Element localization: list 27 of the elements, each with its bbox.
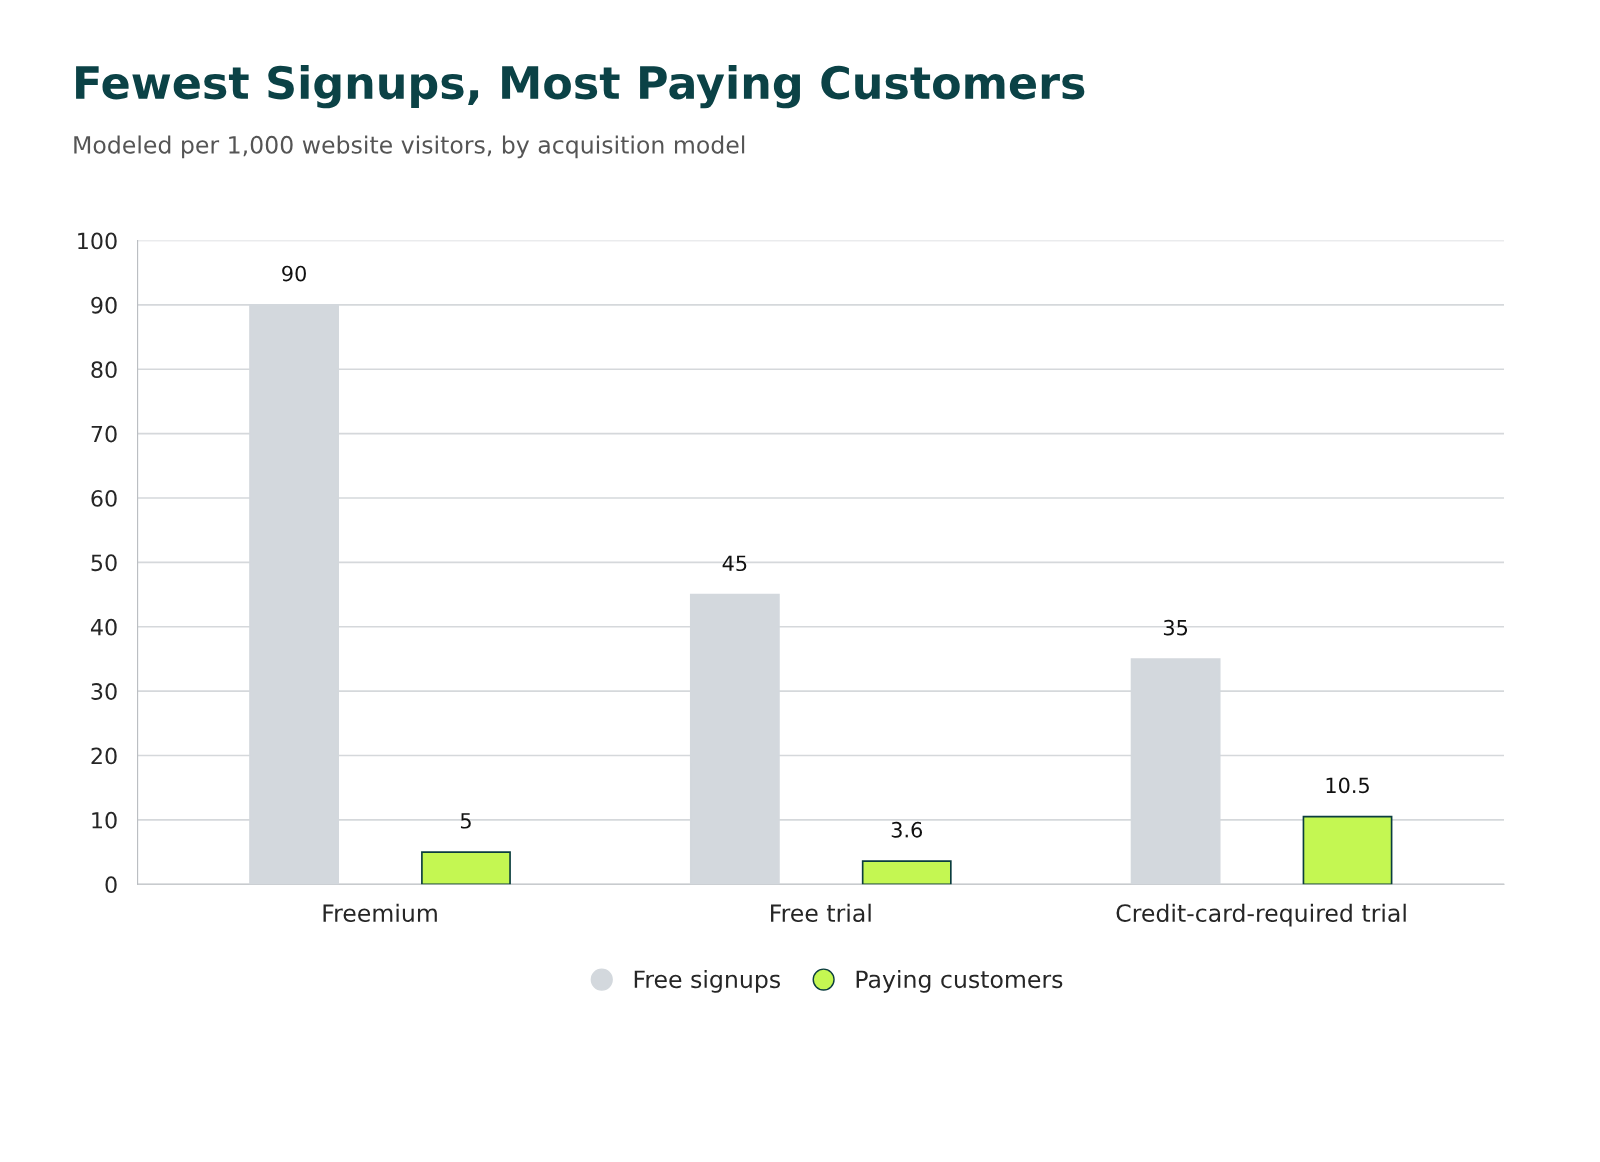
y-tick-label: 40 [90, 618, 117, 636]
y-tick-label: 80 [91, 361, 117, 379]
y-tick-label: 90 [91, 296, 117, 314]
y-tick-label: 60 [91, 489, 117, 507]
chart-subtitle: Modeled per 1,000 website visitors, by acquisition model [74, 135, 745, 159]
bar [861, 860, 952, 885]
data-label: 10.5 [1326, 777, 1369, 794]
x-tick-label: Credit-card-required trial [1116, 903, 1406, 927]
y-tick-label: 10 [92, 811, 117, 829]
data-label: 3.6 [891, 821, 923, 838]
data-label: 90 [282, 265, 306, 282]
legend-label: Free signups [634, 969, 780, 993]
y-tick-label: 50 [91, 554, 117, 572]
x-tick-label: Free trial [771, 903, 871, 922]
data-label: 45 [722, 555, 747, 572]
y-tick-label: 100 [78, 232, 117, 250]
y-tick-label: 70 [91, 425, 117, 443]
bar [421, 851, 511, 885]
legend-label: Paying customers [856, 969, 1063, 993]
data-label: 35 [1163, 619, 1188, 636]
chart-title: Fewest Signups, Most Paying Customers [76, 65, 1085, 109]
y-tick-label: 30 [91, 683, 117, 700]
y-tick-label: 0 [105, 876, 117, 894]
bar [1302, 815, 1393, 885]
data-label: 5 [460, 813, 471, 829]
x-tick-label: Freemium [323, 903, 437, 922]
y-tick-label: 20 [91, 747, 117, 765]
